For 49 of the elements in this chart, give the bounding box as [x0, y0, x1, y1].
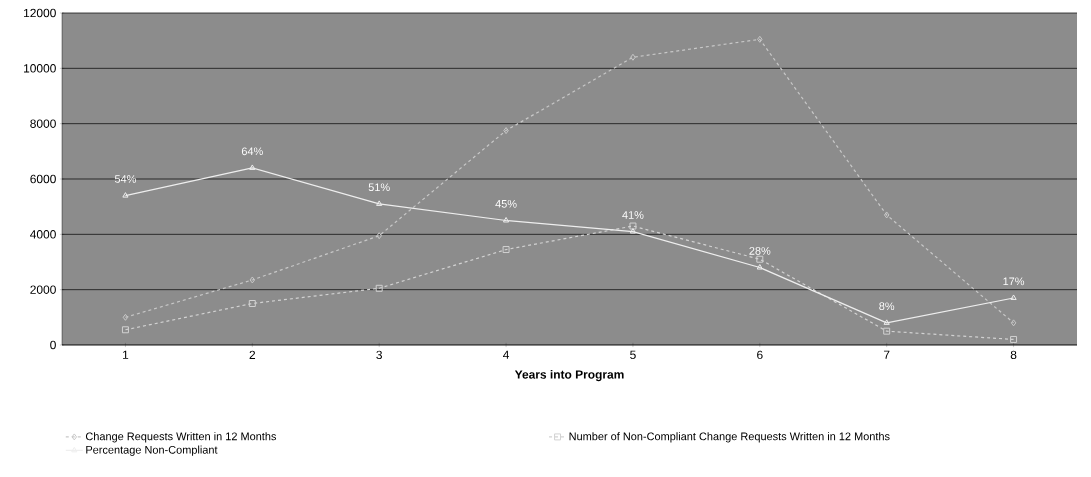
point [630, 53, 636, 61]
x-tick-label: 6 [757, 350, 763, 360]
legend-label: Change Requests Written in 12 Months [85, 432, 277, 443]
x-tick-label: 8 [1010, 350, 1017, 360]
point [249, 276, 256, 284]
y-tick-label: 2000 [30, 285, 56, 294]
point [883, 319, 890, 325]
point [249, 164, 256, 170]
data-label: 45% [495, 200, 517, 208]
point [121, 326, 129, 334]
data-label: 54% [114, 175, 136, 183]
x-tick-label: 5 [630, 350, 636, 359]
y-tick-label: 4000 [30, 230, 56, 239]
point [1010, 319, 1017, 327]
y-tick-label: 8000 [30, 119, 56, 128]
point [629, 228, 637, 234]
point [502, 246, 510, 254]
y-tick-label: 6000 [30, 174, 56, 184]
point [376, 232, 382, 240]
point [503, 127, 509, 135]
x-tick-label: 4 [503, 350, 510, 359]
point [756, 264, 763, 270]
x-axis-title: Years into Program [514, 369, 624, 382]
point [757, 35, 763, 43]
point [883, 211, 890, 219]
point [248, 300, 256, 307]
y-tick-label: 12000 [24, 8, 56, 18]
point [629, 222, 637, 230]
y-tick-label: 10000 [24, 64, 56, 73]
data-label: 17% [1003, 277, 1025, 286]
data-label: 51% [368, 183, 390, 192]
x-tick-label: 1 [123, 350, 129, 359]
legend-label: Number of Non-Compliant Change Requests Written in 12 Months [569, 432, 890, 443]
point [1010, 335, 1018, 343]
data-label: 8% [879, 302, 895, 311]
data-label: 28% [749, 247, 771, 255]
point [122, 313, 129, 321]
x-tick-label: 3 [376, 350, 382, 360]
data-label: 64% [241, 147, 263, 156]
x-tick-label: 2 [249, 350, 256, 359]
y-tick-label: 0 [50, 340, 56, 350]
point [502, 217, 510, 223]
point [756, 255, 764, 263]
point [376, 200, 383, 206]
legend-label: Percentage Non-Compliant [86, 445, 218, 456]
point [883, 327, 891, 335]
x-tick-label: 7 [883, 350, 890, 359]
data-label: 41% [622, 211, 644, 219]
point [375, 284, 383, 292]
